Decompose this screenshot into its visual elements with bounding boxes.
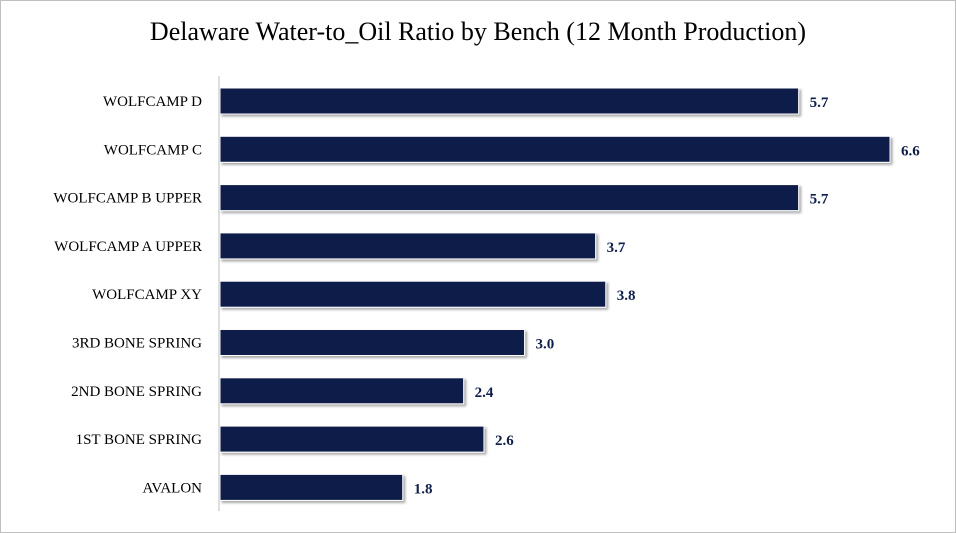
- category-label: WOLFCAMP B UPPER: [53, 191, 202, 207]
- data-label: 6.6: [901, 143, 920, 159]
- bar: [219, 280, 607, 308]
- category-label: 1ST BONE SPRING: [76, 432, 203, 448]
- bar: [219, 425, 485, 453]
- data-label: 3.7: [607, 240, 626, 256]
- data-label: 5.7: [810, 95, 829, 111]
- category-label: WOLFCAMP D: [103, 94, 202, 110]
- data-label: 2.6: [495, 433, 514, 449]
- category-label: 3RD BONE SPRING: [72, 336, 202, 352]
- data-label: 3.8: [617, 288, 636, 304]
- category-label: AVALON: [143, 480, 203, 496]
- bar: [219, 377, 465, 405]
- data-label: 2.4: [475, 385, 494, 401]
- data-label: 1.8: [414, 481, 433, 497]
- category-label: WOLFCAMP C: [104, 142, 202, 158]
- category-label: WOLFCAMP XY: [92, 287, 202, 303]
- chart-title: Delaware Water-to_Oil Ratio by Bench (12…: [149, 17, 807, 46]
- bar: [219, 232, 597, 260]
- category-label: WOLFCAMP A UPPER: [54, 239, 202, 255]
- bar: [219, 329, 526, 356]
- data-label: 5.7: [810, 192, 829, 208]
- bar: [219, 135, 891, 163]
- bar: [219, 473, 404, 501]
- category-label: 2ND BONE SPRING: [71, 384, 202, 400]
- data-label: 3.0: [536, 337, 555, 353]
- bar: [219, 87, 800, 115]
- bar: [219, 184, 800, 212]
